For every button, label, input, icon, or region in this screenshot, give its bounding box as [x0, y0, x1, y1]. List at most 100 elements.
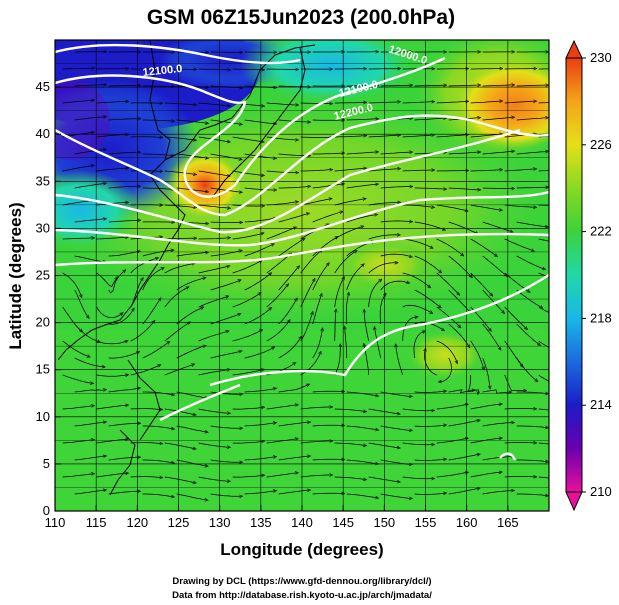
streamline-arrow [232, 293, 260, 308]
streamline-arrow [62, 374, 92, 383]
streamline-arrow [516, 221, 547, 227]
streamline-arrow [108, 119, 140, 120]
streamline-arrow [96, 272, 117, 288]
streamline-arrow [368, 169, 400, 172]
streamline-arrow [470, 134, 502, 138]
streamline-arrow [436, 472, 467, 478]
streamline-arrow [108, 491, 140, 495]
streamline-arrow [538, 442, 549, 445]
streamline-arrow [266, 228, 295, 240]
streamline-arrow [380, 281, 409, 291]
streamline-arrow [164, 204, 196, 208]
streamline-arrow [244, 308, 271, 325]
streamline-arrow [312, 295, 322, 325]
x-tick-label: 165 [497, 515, 519, 530]
streamline-arrow [436, 340, 457, 362]
streamline-arrow [448, 323, 469, 347]
streamline-arrow [62, 238, 94, 239]
streamline-arrow [232, 69, 264, 70]
streamline-arrow [334, 251, 356, 274]
streamline-arrow [300, 313, 313, 342]
streamline-arrow [368, 102, 400, 103]
streamline-arrow [414, 391, 446, 392]
streamline-arrow [448, 221, 477, 234]
streamline-arrow [414, 85, 446, 86]
y-tick-label: 5 [43, 456, 50, 471]
streamline-arrow [538, 272, 549, 278]
streamline-arrow [380, 85, 412, 86]
streamline-arrow [278, 86, 310, 87]
streamline-arrow [142, 154, 174, 156]
streamline-arrow [312, 425, 344, 426]
streamline-arrow [74, 289, 89, 317]
streamline-arrow [232, 330, 262, 342]
streamline-arrow [414, 221, 445, 230]
streamline-arrow [436, 135, 468, 138]
streamline-arrow [470, 170, 502, 171]
streamline-arrow [232, 136, 263, 142]
streamline-arrow [368, 135, 400, 138]
streamline-arrow [470, 238, 497, 256]
streamline-arrow [142, 342, 169, 359]
streamline-arrow [300, 407, 332, 410]
streamline-arrow [142, 188, 174, 189]
streamline-arrow [198, 476, 229, 481]
streamline-arrow [380, 253, 411, 257]
streamline-arrow [516, 323, 540, 345]
streamline-arrow [504, 476, 536, 477]
streamline-arrow [244, 457, 275, 461]
streamline-arrow [402, 304, 432, 313]
streamline-arrow [164, 136, 195, 140]
streamline-arrow [504, 238, 533, 251]
streamline-arrow [504, 442, 536, 443]
coastline-china [57, 40, 186, 361]
streamline-arrow [538, 374, 549, 382]
streamline-arrow [108, 423, 140, 427]
streamline-arrow [300, 475, 332, 478]
streamline-arrow [278, 337, 301, 359]
streamline-arrow [62, 340, 89, 357]
streamline-arrow [232, 441, 264, 444]
streamline-arrow [345, 328, 348, 358]
streamline-arrow [62, 272, 82, 296]
coastline-korea [164, 44, 316, 161]
streamline-arrow [142, 268, 163, 291]
streamline-arrow [74, 456, 105, 461]
plot-area: 12100.0 12000.0 12100.0 12200.0 [55, 40, 549, 511]
streamline-arrow [164, 287, 188, 308]
streamline-arrow [232, 233, 263, 240]
streamline-arrow [368, 408, 399, 414]
streamline-arrow [538, 476, 549, 479]
streamline-arrow [278, 153, 310, 156]
streamline-arrow [436, 238, 463, 255]
streamline-arrow [482, 357, 490, 388]
streamline-arrow [482, 289, 504, 313]
colorbar-tick-label: 222 [590, 224, 612, 239]
streamline-arrow [504, 169, 536, 172]
streamline-arrow [96, 306, 122, 318]
streamline-arrow [436, 404, 467, 410]
streamline-arrow [470, 404, 501, 410]
streamline-arrow [413, 332, 424, 359]
contour-line [55, 232, 549, 267]
streamline-arrow [130, 171, 162, 172]
streamline-arrow [266, 473, 297, 478]
streamline-arrow [516, 187, 548, 188]
streamline-arrow [436, 438, 467, 444]
streamline-arrow [130, 365, 160, 376]
streamline-arrow [244, 274, 271, 291]
streamline-arrow [198, 238, 230, 239]
streamline-arrow [482, 151, 514, 155]
colorbar-top-triangle [565, 39, 583, 59]
streamline-arrow [436, 272, 459, 294]
streamline-arrow [482, 323, 501, 349]
streamline-arrow [96, 375, 128, 376]
streamline-arrow [278, 299, 297, 325]
streamline-arrow [198, 442, 229, 447]
streamline-arrow [176, 459, 207, 466]
streamline-arrow [448, 255, 472, 277]
streamline-arrow [244, 85, 276, 88]
streamline-arrow [334, 408, 366, 412]
y-tick-label: 30 [36, 220, 50, 235]
colorbar-ticks: 230 226 222 218 214 210 [582, 50, 612, 499]
